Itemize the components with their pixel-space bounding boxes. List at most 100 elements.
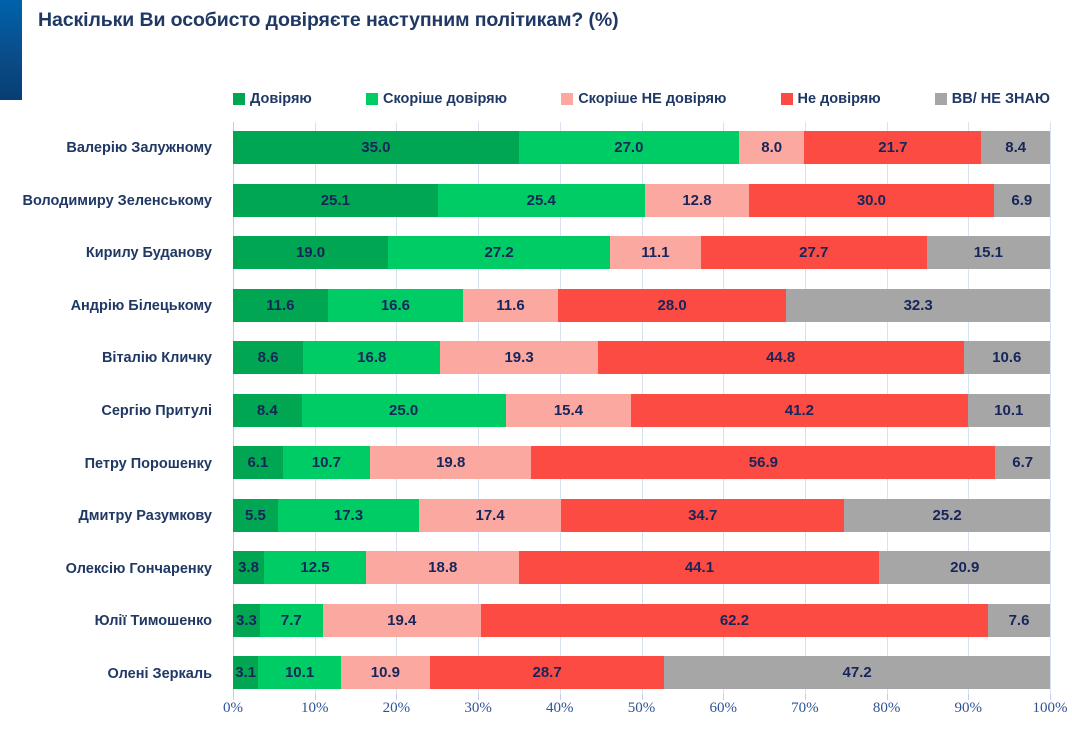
x-tick-label: 90%: [954, 700, 983, 716]
bar-segment[interactable]: 10.7: [282, 446, 370, 480]
bar-segment-value: 35.0: [361, 139, 391, 156]
bar-segment[interactable]: 25.1: [233, 183, 438, 217]
bar-segment-value: 25.4: [526, 191, 556, 209]
bar-segment-value: 19.4: [387, 611, 417, 629]
bar-segment[interactable]: 25.2: [844, 498, 1050, 532]
bar-segment[interactable]: 20.9: [879, 551, 1050, 585]
x-tick-label: 50%: [627, 700, 656, 716]
legend-item[interactable]: ВВ/ НЕ ЗНАЮ: [934, 91, 1050, 107]
bar-segment[interactable]: 27.2: [388, 236, 611, 270]
bar-segment-value: 30.0: [856, 191, 887, 209]
bar-segment[interactable]: 10.6: [963, 341, 1051, 375]
bar-segment[interactable]: 6.7: [995, 446, 1050, 480]
bar-row[interactable]: 35.0 27.0 8.0 21.7 8.4: [233, 122, 1051, 175]
stacked-bar: 3.3 7.7 19.4 62.2 7.6: [233, 603, 1050, 637]
bar-segment[interactable]: 12.5: [264, 551, 367, 585]
bar-segment[interactable]: 16.6: [327, 288, 464, 322]
bar-segment[interactable]: 6.9: [993, 183, 1050, 217]
x-tick-mark: [968, 694, 970, 700]
bar-segment-value: 3.8: [238, 559, 259, 577]
bar-segment[interactable]: 44.8: [597, 341, 964, 375]
bar-segment[interactable]: 19.3: [440, 341, 598, 375]
bar-segment[interactable]: 35.0: [233, 131, 519, 164]
x-tick-label: 20%: [382, 700, 411, 716]
bar-segment[interactable]: 28.0: [557, 288, 787, 322]
bar-segment-value: 47.2: [842, 664, 872, 682]
bar-segment[interactable]: 3.8: [233, 551, 264, 585]
bar-row[interactable]: 19.0 27.2 11.1 27.7 15.1: [233, 227, 1051, 280]
bar-segment[interactable]: 11.6: [463, 288, 558, 322]
bar-segment-value: 56.9: [748, 454, 778, 472]
bar-segment[interactable]: 25.0: [301, 393, 506, 427]
bar-segment[interactable]: 21.7: [804, 131, 982, 164]
bar-segment[interactable]: 47.2: [664, 656, 1050, 690]
bar-segment-value: 3.1: [235, 664, 257, 682]
bar-row[interactable]: 8.6 16.8 19.3 44.8 10.6: [233, 332, 1051, 385]
bar-segment[interactable]: 11.1: [610, 236, 701, 270]
page-title: Наскільки Ви особисто довіряєте наступни…: [38, 9, 619, 31]
x-tick-mark: [723, 694, 725, 700]
bar-segment[interactable]: 32.3: [786, 288, 1050, 322]
bar-segment[interactable]: 44.1: [519, 551, 880, 585]
bar-segment[interactable]: 34.7: [561, 498, 845, 532]
bar-segment[interactable]: 30.0: [749, 183, 994, 217]
bar-segment[interactable]: 10.9: [340, 656, 430, 690]
bar-segment[interactable]: 28.7: [429, 656, 665, 690]
x-tick-mark: [314, 694, 316, 700]
chart-legend: Довіряю Скоріше довіряю Скоріше НЕ довіряю…: [233, 88, 1050, 110]
bar-segment-value: 28.7: [532, 664, 562, 682]
bar-segment[interactable]: 12.8: [644, 183, 750, 217]
bar-row[interactable]: 11.6 16.6 11.6 28.0 32.3: [233, 280, 1050, 333]
legend-item[interactable]: Не довіряю: [780, 91, 881, 107]
bar-segment[interactable]: 8.4: [233, 393, 302, 427]
bar-row[interactable]: 3.3 7.7 19.4 62.2 7.6: [233, 595, 1050, 648]
bar-segment-value: 41.2: [784, 401, 815, 419]
bar-segment[interactable]: 56.9: [531, 446, 996, 480]
bar-segment[interactable]: 5.5: [233, 498, 278, 532]
bar-segment[interactable]: 19.4: [322, 603, 481, 637]
bar-segment[interactable]: 18.8: [366, 551, 520, 585]
x-tick-mark: [1050, 694, 1051, 700]
x-tick-label: 60%: [709, 700, 737, 716]
bar-segment[interactable]: 15.1: [926, 236, 1051, 270]
bar-segment[interactable]: 10.1: [258, 656, 341, 690]
bar-segment[interactable]: 15.4: [505, 393, 632, 427]
bar-segment[interactable]: 19.0: [233, 236, 389, 270]
legend-item[interactable]: Скоріше НЕ довіряю: [561, 91, 726, 107]
bar-segment[interactable]: 8.0: [739, 131, 805, 164]
bar-segment[interactable]: 3.3: [233, 603, 260, 637]
x-tick-label: 100%: [1032, 700, 1068, 716]
bar-segment[interactable]: 8.4: [981, 131, 1051, 164]
legend-item[interactable]: Скоріше довіряю: [366, 91, 507, 107]
x-tick-mark: [233, 694, 234, 700]
bar-segment[interactable]: 16.8: [303, 341, 441, 375]
bar-row[interactable]: 8.4 25.0 15.4 41.2 10.1: [233, 385, 1050, 438]
bar-row[interactable]: 5.5 17.3 17.4 34.7 25.2: [233, 490, 1050, 543]
bar-row[interactable]: 3.1 10.1 10.9 28.7 47.2: [233, 647, 1050, 700]
legend-swatch-icon: [561, 93, 574, 105]
bar-segment[interactable]: 27.0: [518, 131, 740, 164]
bar-segment[interactable]: 3.1: [233, 656, 259, 690]
bar-segment-value: 10.6: [992, 349, 1022, 367]
bar-row[interactable]: 25.1 25.4 12.8 30.0 6.9: [233, 175, 1050, 228]
bar-row[interactable]: 3.8 12.5 18.8 44.1 20.9: [233, 542, 1050, 595]
bar-segment[interactable]: 7.7: [259, 603, 323, 637]
bar-segment[interactable]: 11.6: [233, 288, 328, 322]
bar-segment[interactable]: 10.1: [967, 393, 1050, 427]
legend-item[interactable]: Довіряю: [233, 91, 312, 107]
x-tick-mark: [478, 694, 480, 700]
bar-segment[interactable]: 8.6: [233, 341, 304, 375]
bar-segment[interactable]: 6.1: [233, 446, 283, 480]
bar-rows: 35.0 27.0 8.0 21.7 8.4 25.1 25.4 12.8 30.0 6.9 19.…: [233, 122, 1051, 700]
bar-segment[interactable]: 17.3: [277, 498, 420, 532]
bar-segment[interactable]: 25.4: [437, 183, 645, 217]
bar-row[interactable]: 6.1 10.7 19.8 56.9 6.7: [233, 437, 1050, 490]
bar-segment[interactable]: 17.4: [419, 498, 562, 532]
bar-segment[interactable]: 62.2: [480, 603, 989, 637]
bar-segment[interactable]: 7.6: [988, 603, 1050, 637]
bar-segment[interactable]: 27.7: [700, 236, 927, 270]
bar-segment[interactable]: 41.2: [631, 393, 968, 427]
stacked-bar: 3.8 12.5 18.8 44.1 20.9: [233, 551, 1050, 585]
bar-segment[interactable]: 19.8: [369, 446, 532, 480]
category-label: Віталію Кличку: [101, 350, 212, 367]
